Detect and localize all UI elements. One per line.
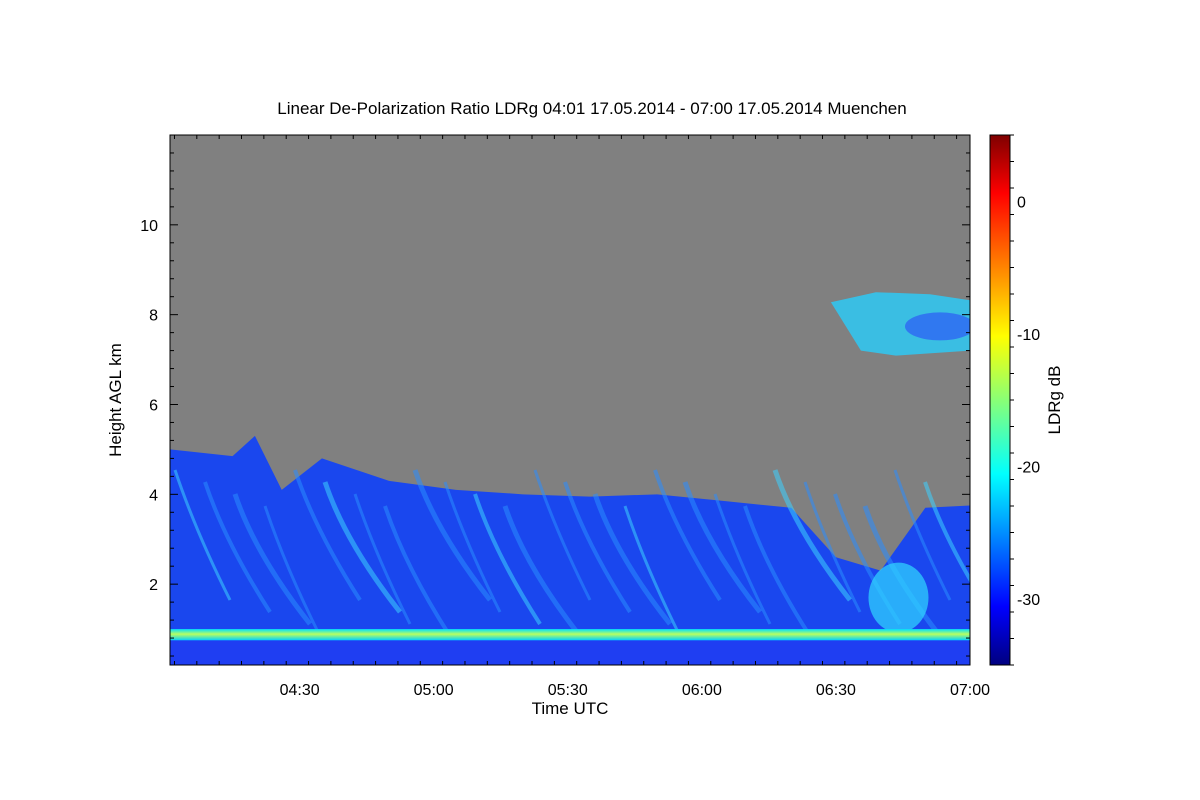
fall-streak	[173, 469, 232, 601]
boundary-layer-band	[170, 629, 970, 641]
upper-cloud	[830, 292, 970, 356]
colorbar-tick-label: 0	[1017, 194, 1026, 211]
colorbar-label: LDRg dB	[1045, 366, 1064, 435]
fall-streak	[293, 469, 362, 602]
y-axis-label: Height AGL km	[106, 343, 125, 457]
upper-cloud-core	[905, 312, 970, 341]
fall-streak	[443, 481, 502, 613]
x-tick-label: 06:30	[816, 682, 856, 699]
x-tick-label: 05:30	[548, 682, 588, 699]
x-tick-label: 06:00	[682, 682, 722, 699]
fall-streak	[232, 493, 312, 626]
fall-streak	[893, 469, 952, 601]
fall-streak	[263, 505, 322, 637]
fall-streak	[322, 481, 402, 614]
fall-streak	[713, 493, 772, 625]
fall-streak	[563, 481, 632, 614]
colorbar-tick-label: -30	[1017, 592, 1040, 609]
colorbar-tick-label: -20	[1017, 459, 1040, 476]
x-tick-label: 04:30	[280, 682, 320, 699]
low-cloud-patch	[868, 562, 929, 633]
colorbar	[989, 134, 1011, 666]
fall-streak	[203, 481, 272, 614]
colorbar-ticks: 0 -10 -20 -30	[1010, 134, 1040, 666]
x-tick-label: 05:00	[414, 682, 454, 699]
fall-streak	[682, 481, 762, 614]
x-tick-label: 07:00	[950, 682, 990, 699]
y-tick-label: 4	[149, 487, 158, 504]
fall-streak	[923, 481, 970, 584]
y-tick-label: 2	[149, 577, 158, 594]
fall-streak	[803, 481, 862, 613]
x-axis-ticks: 04:30 05:00 05:30 06:00 06:30 07:00	[173, 135, 990, 699]
y-axis-ticks: 2 4 6 8 10	[140, 152, 970, 657]
fall-streak	[383, 505, 452, 638]
y-tick-label: 10	[140, 218, 158, 235]
fall-streak	[592, 493, 672, 626]
fall-streak	[623, 505, 682, 637]
plot-area	[170, 135, 970, 665]
fall-streak	[743, 505, 812, 638]
y-tick-label: 6	[149, 397, 158, 414]
chart-title: Linear De-Polarization Ratio LDRg 04:01 …	[277, 99, 906, 118]
fall-streak	[772, 469, 852, 602]
fall-streak	[502, 505, 582, 638]
fall-streak	[412, 469, 492, 602]
fall-streak	[533, 469, 592, 601]
lower-layer	[170, 640, 970, 665]
x-axis-label: Time UTC	[532, 699, 609, 718]
fall-streak	[653, 469, 722, 602]
aerosol-layer	[170, 435, 970, 665]
y-tick-label: 8	[149, 308, 158, 325]
fall-streaks	[173, 469, 970, 638]
fall-streak	[353, 493, 412, 625]
fall-streak	[473, 493, 542, 626]
colorbar-tick-label: -10	[1017, 327, 1040, 344]
plot-frame	[169, 134, 971, 666]
